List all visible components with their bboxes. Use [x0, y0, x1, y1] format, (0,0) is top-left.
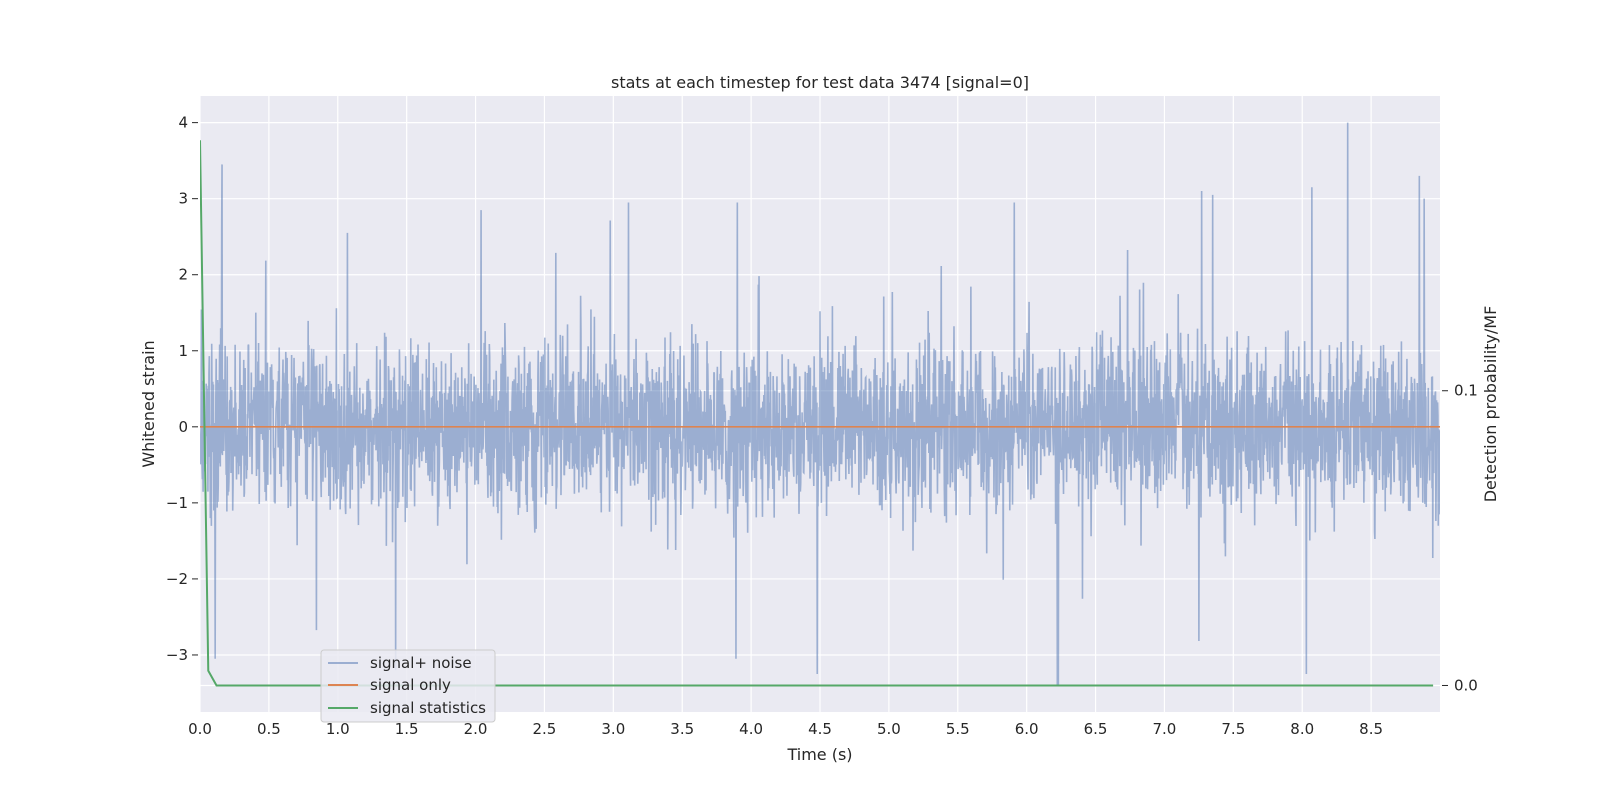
x-tick-label: 2.5	[533, 720, 557, 738]
x-tick-label: 5.0	[877, 720, 901, 738]
x-tick-label: 2.0	[464, 720, 488, 738]
x-tick-label: 6.5	[1084, 720, 1108, 738]
x-tick-label: 1.0	[326, 720, 350, 738]
x-tick-label: 6.0	[1015, 720, 1039, 738]
chart-title: stats at each timestep for test data 347…	[611, 73, 1029, 92]
y2-tick-label: 0.0	[1454, 676, 1478, 694]
x-tick-label: 8.0	[1290, 720, 1314, 738]
y2-tick-label: 0.1	[1454, 382, 1478, 400]
x-axis-label: Time (s)	[786, 745, 852, 764]
x-tick-label: 0.5	[257, 720, 281, 738]
y-tick-label: 1	[178, 342, 188, 360]
x-tick-label: 7.0	[1153, 720, 1177, 738]
legend-label-signal-only: signal only	[370, 676, 451, 694]
y-tick-label: −3	[166, 646, 188, 664]
series-signal-statistics-line	[200, 140, 1434, 687]
x-tick-label: 8.5	[1359, 720, 1383, 738]
series-signal-noise-line	[200, 122, 1440, 686]
y-tick-label: 0	[178, 418, 188, 436]
y-tick-label: −2	[166, 570, 188, 588]
y-tick-label: 4	[178, 114, 188, 132]
x-tick-label: 7.5	[1221, 720, 1245, 738]
y-tick-label: −1	[166, 494, 188, 512]
y2-axis: 0.1 0.0	[1442, 382, 1478, 694]
x-tick-label: 4.5	[808, 720, 832, 738]
y-axis-label: Whitened strain	[139, 340, 158, 467]
x-tick-label: 4.0	[739, 720, 763, 738]
y2-axis-label: Detection probability/MF	[1481, 306, 1500, 503]
legend-box	[320, 649, 496, 723]
x-tick-label: 3.5	[670, 720, 694, 738]
x-tick-label: 1.5	[395, 720, 419, 738]
plot-area	[200, 122, 1440, 687]
legend: signal+ noise signal only signal statist…	[320, 649, 496, 723]
y-axis: 4 3 2 1 0 −1 −2 −3	[166, 114, 198, 664]
x-tick-label: 3.0	[601, 720, 625, 738]
x-axis: 0.0 0.5 1.0 1.5 2.0 2.5 3.0 3.5 4.0 4.5 5.0 5.5 6.0 6…	[188, 720, 1383, 738]
y-tick-label: 3	[178, 190, 188, 208]
legend-label-signal-noise: signal+ noise	[370, 654, 472, 672]
y-tick-label: 2	[178, 266, 188, 284]
legend-label-signal-statistics: signal statistics	[370, 699, 486, 717]
x-tick-label: 0.0	[188, 720, 212, 738]
x-tick-label: 5.5	[946, 720, 970, 738]
